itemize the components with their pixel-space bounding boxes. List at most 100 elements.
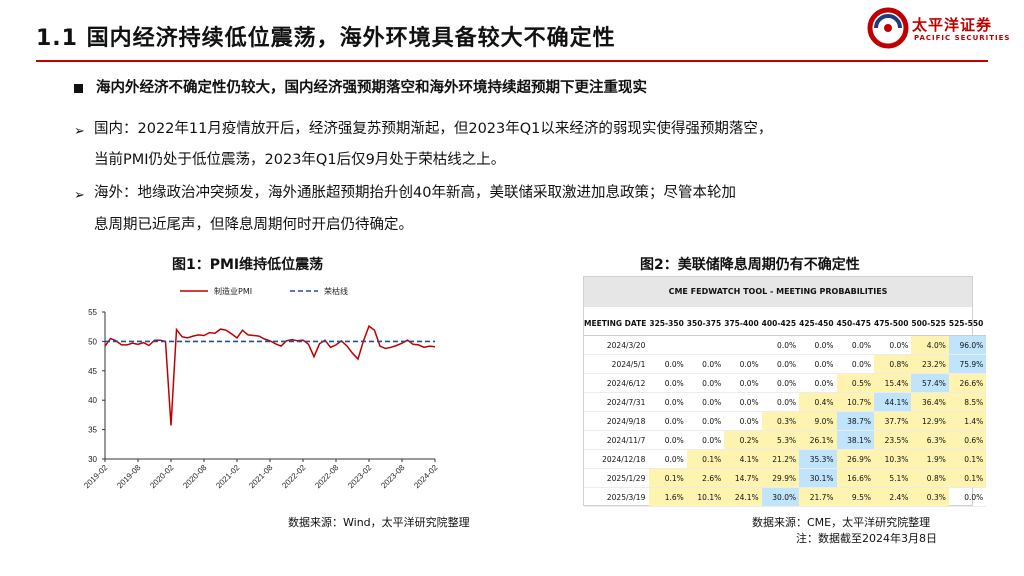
x-tick-label: 2021-02	[214, 463, 242, 491]
probability-cell: 26.1%	[799, 430, 837, 450]
meeting-date-cell: 2025/1/29	[584, 468, 650, 488]
logo-text-en: PACIFIC SECURITIES	[914, 34, 1011, 42]
probability-cell: 44.1%	[873, 392, 912, 412]
probability-cell: 0.0%	[724, 373, 762, 393]
probability-cell: 0.0%	[836, 335, 874, 355]
figure2-source: 数据来源：CME，太平洋研究院整理	[752, 516, 931, 529]
probability-cell: 0.0%	[724, 392, 762, 412]
arrow-bullet-icon: ➢	[74, 188, 85, 203]
probability-cell: 57.4%	[911, 373, 949, 393]
legend-label: 荣枯线	[324, 286, 348, 296]
probability-cell: 0.0%	[649, 449, 687, 469]
probability-cell: 0.0%	[836, 354, 874, 374]
probability-cell	[649, 335, 687, 355]
y-tick-label: 40	[88, 396, 97, 405]
y-tick-label: 55	[88, 308, 97, 317]
probability-cell: 0.0%	[686, 373, 725, 393]
figure1-source: 数据来源：Wind，太平洋研究院整理	[288, 516, 470, 529]
page-title: 1.1 国内经济持续低位震荡，海外环境具备较大不确定性	[36, 26, 616, 51]
probability-cell: 0.2%	[724, 430, 762, 450]
x-tick-label: 2022-02	[280, 463, 308, 491]
arrow-bullet-icon: ➢	[74, 124, 85, 139]
probability-cell: 4.1%	[724, 449, 762, 469]
probability-cell: 30.1%	[799, 468, 837, 488]
probability-cell: 0.0%	[724, 354, 762, 374]
probability-cell: 1.6%	[649, 487, 687, 507]
probability-cell: 6.3%	[911, 430, 949, 450]
x-tick-label: 2021-08	[247, 463, 275, 491]
table-column-header: MEETING DATE	[584, 311, 650, 336]
table-column-header: 325-350	[649, 311, 687, 336]
probability-cell: 0.0%	[649, 392, 687, 412]
x-tick-label: 2020-08	[181, 463, 209, 491]
probability-cell: 0.1%	[948, 449, 987, 469]
square-bullet-icon	[74, 84, 83, 93]
table-row: 2024/5/1 0.0% 0.0% 0.0% 0.0% 0.0% 0.0% 0.8% 23.2…	[584, 354, 987, 374]
domestic-line-1: 国内：2022年11月疫情放开后，经济强复苏预期渐起，但2023年Q1以来经济的…	[94, 121, 773, 137]
meeting-date-cell: 2024/5/1	[584, 354, 650, 374]
probability-cell: 0.8%	[873, 354, 912, 374]
table-row: 2024/3/20 0.0% 0.0% 0.0% 0.0% 4.0% 96.0%	[584, 335, 987, 355]
probability-cell: 30.0%	[761, 487, 800, 507]
probability-cell	[724, 335, 762, 355]
probability-cell: 0.1%	[948, 468, 987, 488]
figure1-title: 图1：PMI维持低位震荡	[172, 257, 324, 273]
probability-cell: 16.6%	[836, 468, 874, 488]
table-column-header: 500-525	[911, 311, 949, 336]
probability-cell: 0.0%	[799, 354, 837, 374]
table-row: 2024/12/18 0.0% 0.1% 4.1% 21.2% 35.3% 26.9% 10.…	[584, 449, 987, 469]
probability-cell: 36.4%	[911, 392, 949, 412]
probability-cell: 0.0%	[873, 335, 912, 355]
probability-cell: 38.7%	[836, 411, 874, 431]
chart-legend: 制造业PMI 荣枯线	[180, 286, 348, 296]
pmi-series-line	[104, 324, 436, 426]
x-tick-label: 2019-02	[82, 463, 110, 491]
probability-cell: 24.1%	[724, 487, 762, 507]
logo-emblem-icon	[867, 7, 909, 49]
meeting-date-cell: 2024/9/18	[584, 411, 650, 431]
probability-cell: 0.0%	[686, 430, 725, 450]
probability-cell: 0.8%	[911, 468, 949, 488]
overseas-line-1: 海外：地缘政治冲突频发，海外通胀超预期抬升创40年新高，美联储采取激进加息政策；…	[94, 185, 736, 201]
table-column-header: 425-450	[799, 311, 837, 336]
probability-cell: 38.1%	[836, 430, 874, 450]
probability-cell: 14.7%	[724, 468, 762, 488]
meeting-date-cell: 2024/12/18	[584, 449, 650, 469]
probability-cell: 2.6%	[686, 468, 725, 488]
x-tick-label: 2023-02	[346, 463, 374, 491]
probability-cell: 26.9%	[836, 449, 874, 469]
probability-cell: 9.0%	[799, 411, 837, 431]
probability-cell: 0.6%	[948, 430, 987, 450]
probability-cell: 0.0%	[649, 354, 687, 374]
probability-cell: 8.5%	[948, 392, 987, 412]
table-column-header: 350-375	[686, 311, 725, 336]
table-column-header: 375-400	[724, 311, 762, 336]
x-tick-label: 2020-02	[148, 463, 176, 491]
probability-cell: 9.5%	[836, 487, 874, 507]
probability-cell: 0.0%	[686, 354, 725, 374]
probability-cell: 0.0%	[761, 373, 800, 393]
meeting-date-cell: 2024/3/20	[584, 335, 650, 355]
logo-text-cn: 太平洋证券	[912, 16, 993, 34]
meeting-date-cell: 2024/7/31	[584, 392, 650, 412]
probability-cell: 10.3%	[873, 449, 912, 469]
meeting-date-cell: 2024/11/7	[584, 430, 650, 450]
probability-cell: 0.0%	[686, 392, 725, 412]
probability-cell: 0.0%	[649, 411, 687, 431]
probability-cell: 4.0%	[911, 335, 949, 355]
y-tick-label: 45	[88, 367, 97, 376]
probability-cell: 1.9%	[911, 449, 949, 469]
x-tick-label: 2022-08	[313, 463, 341, 491]
probability-cell: 0.0%	[948, 487, 987, 507]
probability-cell: 0.0%	[761, 392, 800, 412]
probability-cell: 96.0%	[948, 335, 987, 355]
table-column-header: 450-475	[836, 311, 874, 336]
probability-cell: 0.3%	[911, 487, 949, 507]
probability-cell: 0.1%	[649, 468, 687, 488]
probability-cell: 35.3%	[799, 449, 837, 469]
table-row: 2024/11/7 0.0% 0.0% 0.2% 5.3% 26.1% 38.1% 23.5%…	[584, 430, 987, 450]
table-row: 2025/3/19 1.6% 10.1% 24.1% 30.0% 21.7% 9.5% 2.4…	[584, 487, 987, 507]
probability-cell: 23.2%	[911, 354, 949, 374]
main-point: 海内外经济不确定性仍较大，国内经济强预期落空和海外环境持续超预期下更注重现实	[96, 80, 647, 96]
